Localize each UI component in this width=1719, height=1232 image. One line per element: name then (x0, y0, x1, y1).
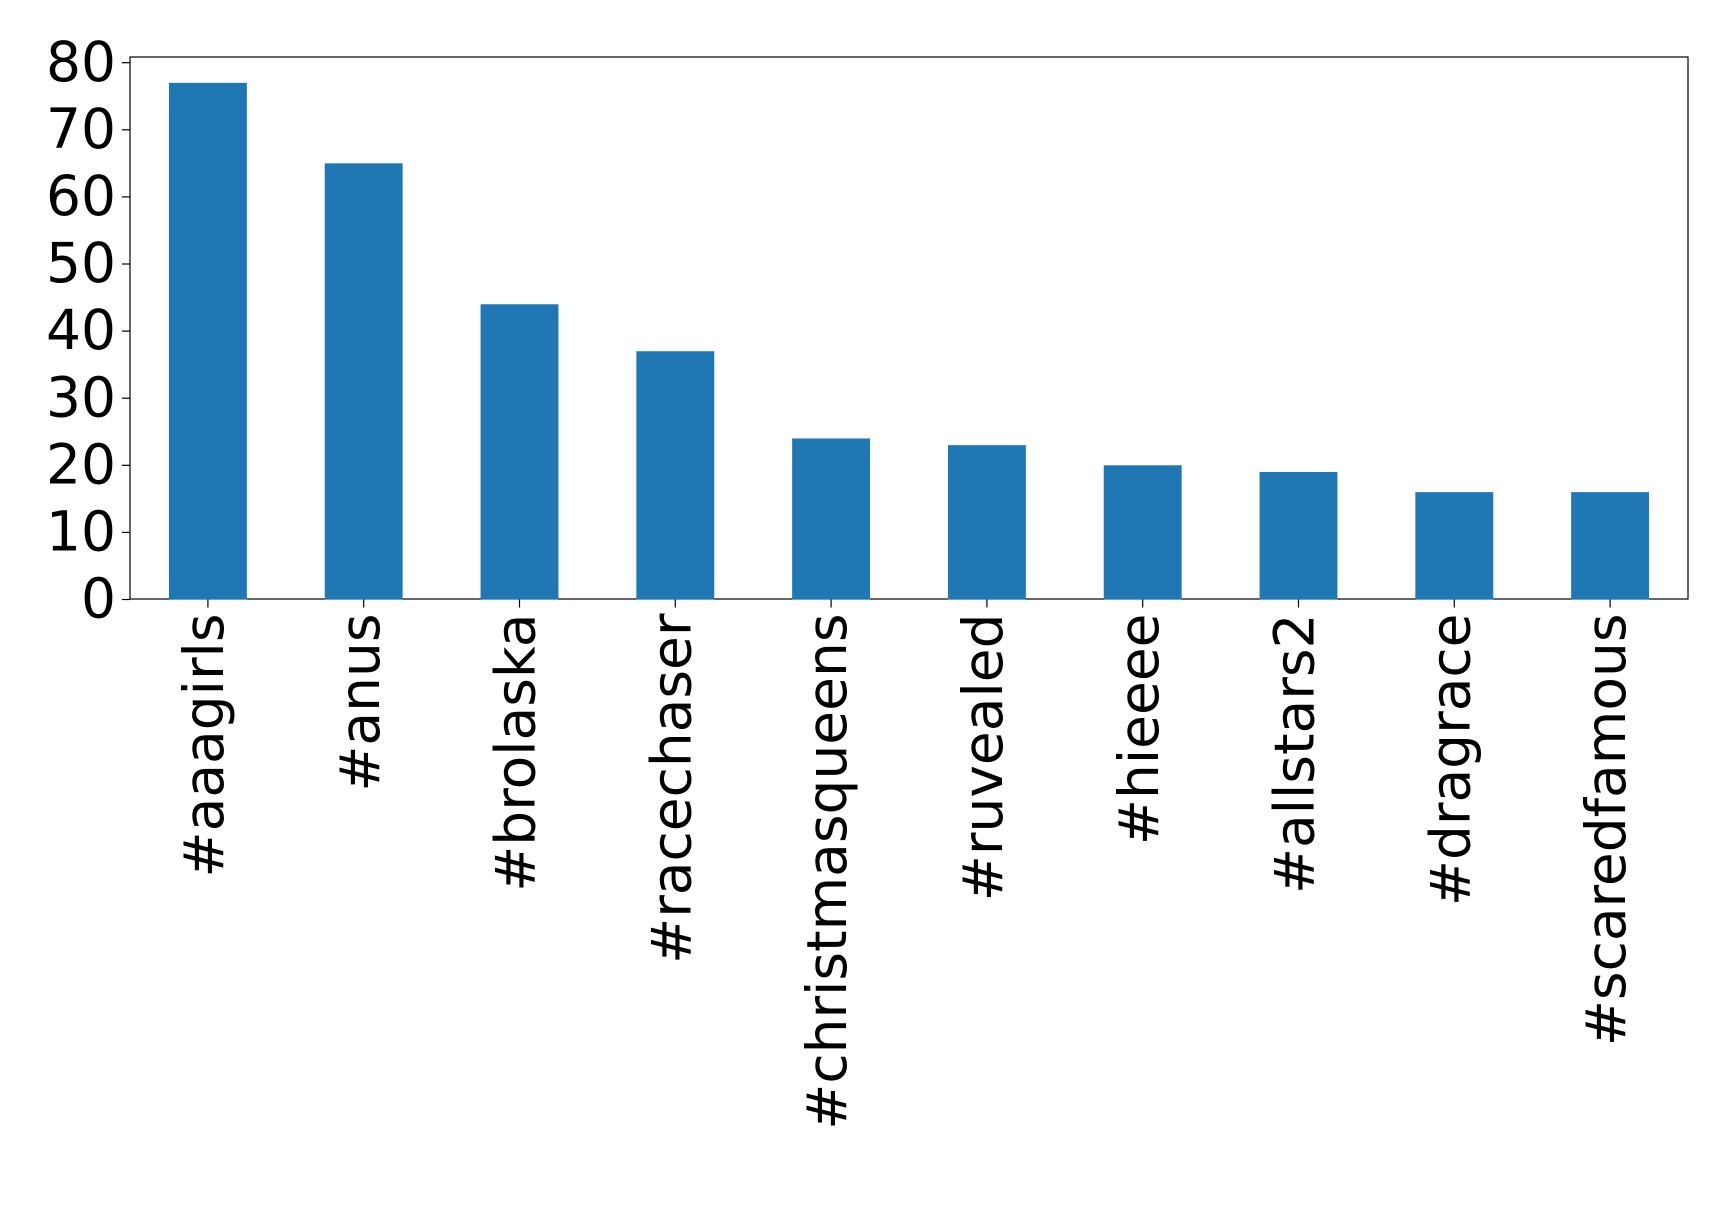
bar (1571, 492, 1650, 600)
bar (1259, 472, 1338, 600)
x-tick-label: #scaredfamous (1574, 614, 1638, 1047)
x-tick-label: #ruvealed (951, 614, 1015, 902)
bar (1103, 465, 1182, 600)
x-tick-label: #dragrace (1418, 614, 1482, 907)
y-tick-label: 70 (46, 97, 116, 161)
x-tick-label: #brolaska (484, 614, 548, 892)
y-tick-label: 60 (46, 164, 116, 228)
x-tick-label: #anus (328, 614, 392, 792)
x-tick-label: #allstars2 (1263, 614, 1327, 895)
y-tick-label: 20 (46, 432, 116, 496)
x-tick-label: #christmasqueens (795, 614, 859, 1130)
x-tick-label: #hieeee (1107, 614, 1171, 846)
bar (480, 304, 559, 600)
bar (792, 438, 871, 600)
y-tick-label: 10 (46, 500, 116, 564)
y-tick-label: 0 (81, 567, 116, 631)
plot-frame (129, 56, 1689, 600)
y-tick-label: 80 (46, 30, 116, 94)
x-tick-label: #racechaser (639, 613, 703, 964)
bar (1415, 492, 1494, 600)
bar (947, 445, 1026, 600)
y-tick-label: 30 (46, 365, 116, 429)
x-tick-label: #aaagirls (172, 614, 236, 878)
bar (636, 351, 715, 600)
y-tick-label: 40 (46, 298, 116, 362)
y-tick-label: 50 (46, 231, 116, 295)
bar (168, 82, 247, 600)
bar (324, 163, 403, 600)
